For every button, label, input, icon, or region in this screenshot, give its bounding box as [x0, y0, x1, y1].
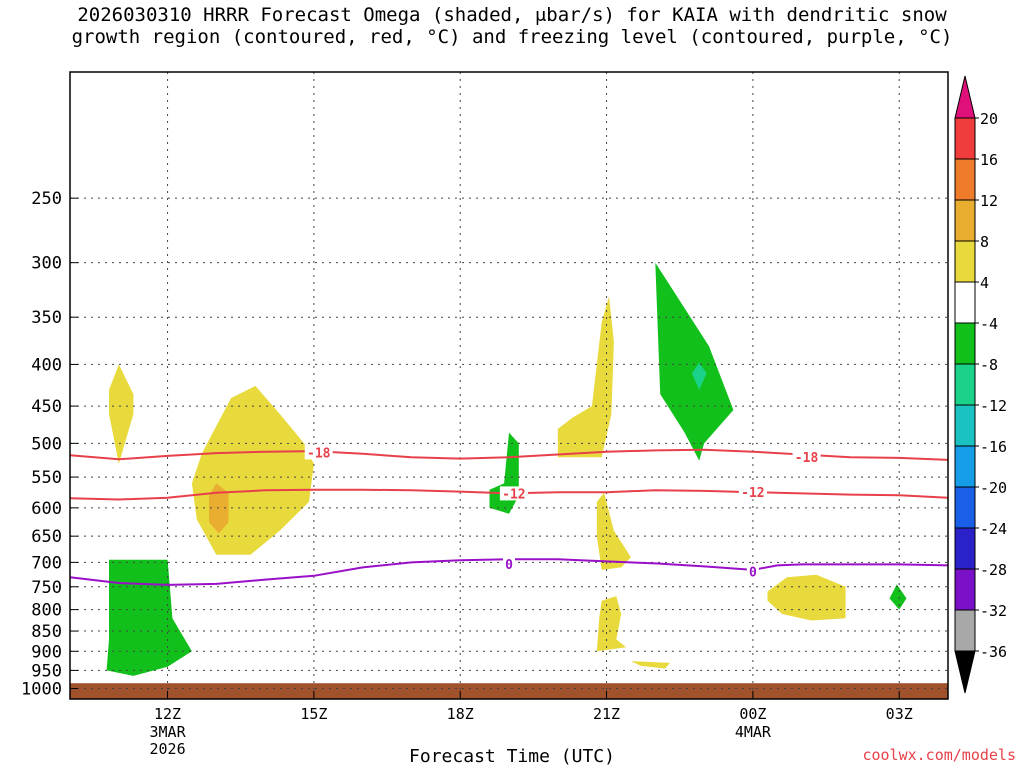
y-tick-label-850: 850	[31, 622, 62, 642]
omega-region-4	[106, 559, 192, 676]
omega-region-3	[209, 483, 229, 534]
freezing-level-label-2: 0	[749, 565, 757, 580]
freezing-level-label-1: 0	[505, 558, 513, 573]
x-tick-sublabel-12Z-1: 3MAR	[149, 723, 186, 741]
x-tick-label-21Z: 21Z	[593, 705, 620, 723]
colorbar-swatch-12	[954, 568, 976, 611]
colorbar-swatch-2	[954, 158, 976, 201]
temp-contour-1-label-1: -18	[307, 446, 331, 461]
colorbar-swatch-4	[954, 240, 976, 283]
colorbar-swatch-11	[954, 527, 976, 570]
colorbar-label-2: 16	[980, 151, 998, 169]
site-credit[interactable]: coolwx.com/models	[862, 746, 1016, 764]
omega-region-1	[109, 364, 134, 464]
temp-contour-2-label-1: -12	[502, 487, 525, 502]
colorbar-label-14: -36	[980, 643, 1007, 661]
y-tick-label-800: 800	[31, 601, 62, 621]
freezing-level-line	[69, 558, 949, 586]
y-tick-label-650: 650	[31, 527, 62, 547]
omega-region-12	[767, 574, 846, 621]
colorbar-swatch-6	[954, 322, 976, 365]
colorbar-swatch-3	[954, 199, 976, 242]
x-axis-title: Forecast Time (UTC)	[409, 746, 615, 767]
omega-region-9	[630, 661, 670, 669]
plot-frame	[69, 71, 949, 700]
y-tick-label-250: 250	[31, 189, 62, 209]
x-tick-label-18Z: 18Z	[447, 705, 474, 723]
y-tick-label-950: 950	[31, 661, 62, 681]
omega-region-7	[596, 492, 631, 570]
x-tick-sublabel-12Z-2: 2026	[149, 740, 185, 758]
colorbar-label-7: -8	[980, 356, 998, 374]
colorbar-label-8: -12	[980, 397, 1007, 415]
colorbar-bottom-arrow	[954, 650, 976, 694]
y-tick-label-900: 900	[31, 642, 62, 662]
y-tick-label-700: 700	[31, 553, 62, 573]
temp-contour-2-label-bg-2	[738, 485, 767, 500]
temp-contour-1-label-2: -18	[795, 451, 819, 466]
y-tick-label-350: 350	[31, 308, 62, 328]
colorbar-label-6: -4	[980, 315, 998, 333]
x-tick-label-03Z: 03Z	[886, 705, 913, 723]
chart-title: 2026030310 HRRR Forecast Omega (shaded, …	[0, 4, 1024, 48]
colorbar-label-1: 20	[980, 110, 998, 128]
omega-region-8	[596, 596, 627, 652]
colorbar-swatch-13	[954, 609, 976, 652]
colorbar-label-10: -20	[980, 479, 1007, 497]
x-tick-sublabel-00Z-1: 4MAR	[735, 723, 772, 741]
omega-region-11	[691, 362, 707, 390]
y-tick-label-750: 750	[31, 578, 62, 598]
y-tick-label-400: 400	[31, 355, 62, 375]
colorbar-top-arrow	[954, 75, 976, 119]
omega-region-6	[557, 296, 614, 458]
y-tick-label-450: 450	[31, 397, 62, 417]
chart-title-line-2: growth region (contoured, red, °C) and f…	[71, 26, 953, 48]
y-tick-label-600: 600	[31, 499, 62, 519]
colorbar-label-13: -32	[980, 602, 1007, 620]
y-tick-label-300: 300	[31, 254, 62, 274]
x-tick-label-12Z: 12Z	[154, 705, 181, 723]
colorbar-swatch-8	[954, 404, 976, 447]
colorbar-label-11: -24	[980, 520, 1007, 538]
colorbar-label-3: 12	[980, 192, 998, 210]
freezing-level-label-bg-1	[503, 556, 515, 571]
temp-contour-1-label-bg-2	[792, 450, 821, 465]
colorbar-label-9: -16	[980, 438, 1007, 456]
omega-region-10	[655, 262, 734, 461]
chart-title-line-1: 2026030310 HRRR Forecast Omega (shaded, …	[77, 4, 947, 26]
ground-fill	[70, 683, 948, 699]
freezing-level-label-bg-2	[746, 564, 759, 579]
colorbar-label-4: 8	[980, 233, 989, 251]
temp-contour-2-label-bg-1	[499, 486, 528, 501]
x-tick-label-15Z: 15Z	[300, 705, 327, 723]
colorbar-swatch-1	[954, 117, 976, 160]
colorbar-label-5: 4	[980, 274, 989, 292]
y-tick-label-550: 550	[31, 468, 62, 488]
colorbar-label-12: -28	[980, 561, 1007, 579]
y-tick-label-500: 500	[31, 434, 62, 454]
omega-region-13	[889, 584, 907, 610]
colorbar-swatch-9	[954, 445, 976, 488]
y-tick-label-1000: 1000	[21, 680, 62, 700]
colorbar-swatch-5	[954, 281, 976, 324]
colorbar-swatch-7	[954, 363, 976, 406]
colorbar-swatch-10	[954, 486, 976, 529]
x-tick-label-00Z: 00Z	[739, 705, 766, 723]
temp-contour-1-label-bg-1	[304, 445, 333, 460]
temp-contour-2-label-2: -12	[741, 486, 764, 501]
